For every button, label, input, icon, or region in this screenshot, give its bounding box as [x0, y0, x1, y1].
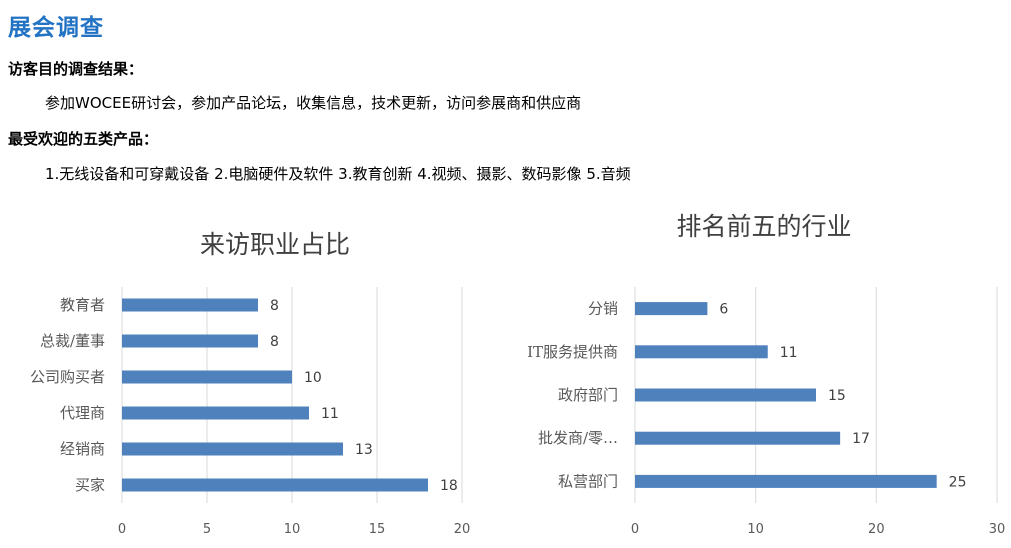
chart-title: 排名前五的行业: [676, 212, 851, 241]
top-products-text: 1.无线设备和可穿戴设备 2.电脑硬件及软件 3.教育创新 4.视频、摄影、数码…: [45, 165, 631, 183]
bar: [122, 406, 309, 420]
industry-chart-svg: 排名前五的行业 0 10 20 30 分销 6 IT服务提供商 11 政府部门 15 批发商/零… 17…: [527, 212, 1006, 537]
bar: [122, 442, 343, 456]
chart-title: 来访职业占比: [200, 230, 350, 259]
data-label: 25: [949, 474, 967, 490]
bar: [635, 474, 937, 488]
category-label: 批发商/零…: [538, 429, 618, 447]
occupation-chart-svg: 来访职业占比 0 5 10 15 20 教育者 8 总裁/董事 8 公司购买者 10 代理商 11 经销商 1…: [30, 230, 471, 537]
data-label: 11: [780, 345, 798, 361]
data-label: 17: [852, 431, 870, 447]
bar: [122, 298, 258, 312]
x-tick-label: 20: [868, 522, 885, 537]
visitor-purpose-text: 参加WOCEE研讨会，参加产品论坛，收集信息，技术更新，访问参展商和供应商: [45, 94, 582, 112]
category-label: 买家: [75, 476, 105, 494]
top-products-heading: 最受欢迎的五类产品：: [8, 130, 159, 148]
data-label: 15: [828, 388, 846, 404]
bar: [635, 431, 841, 445]
x-tick-label: 5: [203, 522, 211, 537]
category-label: 公司购买者: [30, 368, 105, 386]
category-label: 经销商: [60, 440, 105, 458]
category-label: 教育者: [60, 296, 105, 314]
x-tick-label: 20: [454, 522, 471, 537]
data-label: 8: [270, 298, 279, 314]
bar: [122, 478, 428, 492]
data-label: 13: [355, 442, 373, 458]
bar: [635, 345, 768, 359]
visitor-purpose-heading: 访客目的调查结果：: [8, 60, 144, 78]
x-tick-label: 0: [631, 522, 639, 537]
category-label: 私营部门: [558, 472, 618, 490]
category-label: 政府部门: [558, 386, 618, 404]
category-label: 代理商: [60, 404, 105, 422]
bar: [122, 334, 258, 348]
data-label: 11: [321, 406, 339, 422]
x-tick-label: 15: [369, 522, 386, 537]
data-label: 18: [440, 478, 458, 494]
x-tick-label: 0: [118, 522, 126, 537]
category-label: 分销: [588, 300, 618, 318]
bar: [635, 388, 816, 402]
data-label: 8: [270, 334, 279, 350]
x-tick-label: 30: [989, 522, 1006, 537]
bar: [635, 302, 708, 316]
category-label: 总裁/董事: [40, 332, 105, 350]
data-label: 6: [719, 302, 728, 318]
bar: [122, 370, 292, 384]
data-label: 10: [304, 370, 322, 386]
page-title: 展会调查: [8, 15, 104, 41]
x-tick-label: 10: [747, 522, 764, 537]
category-label: IT服务提供商: [527, 343, 618, 361]
industry-chart: 排名前五的行业 0 10 20 30 分销 6 IT服务提供商 11 政府部门 15 批发商/零… 17…: [500, 195, 1011, 548]
occupation-chart: 来访职业占比 0 5 10 15 20 教育者 8 总裁/董事 8 公司购买者 10 代理商 11 经销商 1…: [0, 195, 500, 548]
x-tick-label: 10: [284, 522, 301, 537]
